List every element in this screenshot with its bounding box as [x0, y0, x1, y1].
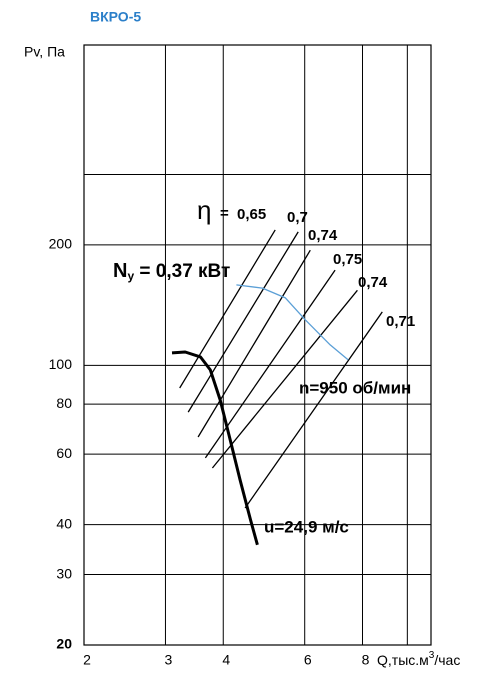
- y-tick-label: 200: [49, 236, 73, 252]
- speed-label: n=950 об/мин: [299, 378, 411, 397]
- y-tick-label: 30: [56, 565, 72, 581]
- efficiency-line: [204, 269, 336, 459]
- efficiency-label: 0,7: [287, 209, 308, 226]
- efficiency-label: 0,74: [308, 227, 338, 244]
- x-axis-label: Q,тыс.м3/час: [377, 650, 460, 668]
- y-tick-label: 40: [56, 515, 72, 531]
- series-line: [236, 284, 349, 361]
- y-tick-label: 60: [56, 445, 72, 461]
- x-tick-label: 3: [165, 652, 173, 668]
- x-label-main: Q,тыс.м: [377, 652, 429, 668]
- x-tick-label: 6: [304, 652, 312, 668]
- power-label: Nу = 0,37 кВт: [113, 260, 230, 283]
- power-sub: у: [127, 269, 134, 283]
- efficiency-line: [244, 311, 383, 509]
- power-main: N: [113, 260, 127, 282]
- efficiency-label: 0,65: [237, 206, 266, 223]
- y-tick-label: 100: [49, 356, 73, 372]
- y-tick-label: 20: [56, 636, 72, 652]
- velocity-label: u=24,9 м/с: [264, 517, 349, 536]
- efficiency-label: 0,74: [358, 274, 388, 291]
- y-tick-label: 80: [56, 395, 72, 411]
- efficiency-label: 0,71: [386, 313, 415, 330]
- x-label-tail: /час: [434, 652, 460, 668]
- chart-title: ВКРО-5: [90, 9, 141, 25]
- efficiency-line: [187, 231, 299, 413]
- efficiency-line: [179, 229, 276, 389]
- y-axis-label: Pv, Па: [24, 44, 65, 60]
- series-line: [171, 350, 259, 546]
- efficiency-line: [197, 249, 311, 438]
- x-tick-label: 2: [83, 652, 91, 668]
- efficiency-line: [211, 289, 358, 469]
- eta-prefix: =: [220, 205, 229, 222]
- x-label-sup: 3: [429, 650, 435, 661]
- plot-frame: [83, 44, 432, 646]
- eta-symbol: η: [197, 195, 211, 225]
- power-tail: = 0,37 кВт: [134, 261, 230, 282]
- efficiency-label: 0,75: [333, 251, 362, 268]
- x-tick-label: 4: [222, 652, 230, 668]
- x-tick-label: 8: [362, 652, 370, 668]
